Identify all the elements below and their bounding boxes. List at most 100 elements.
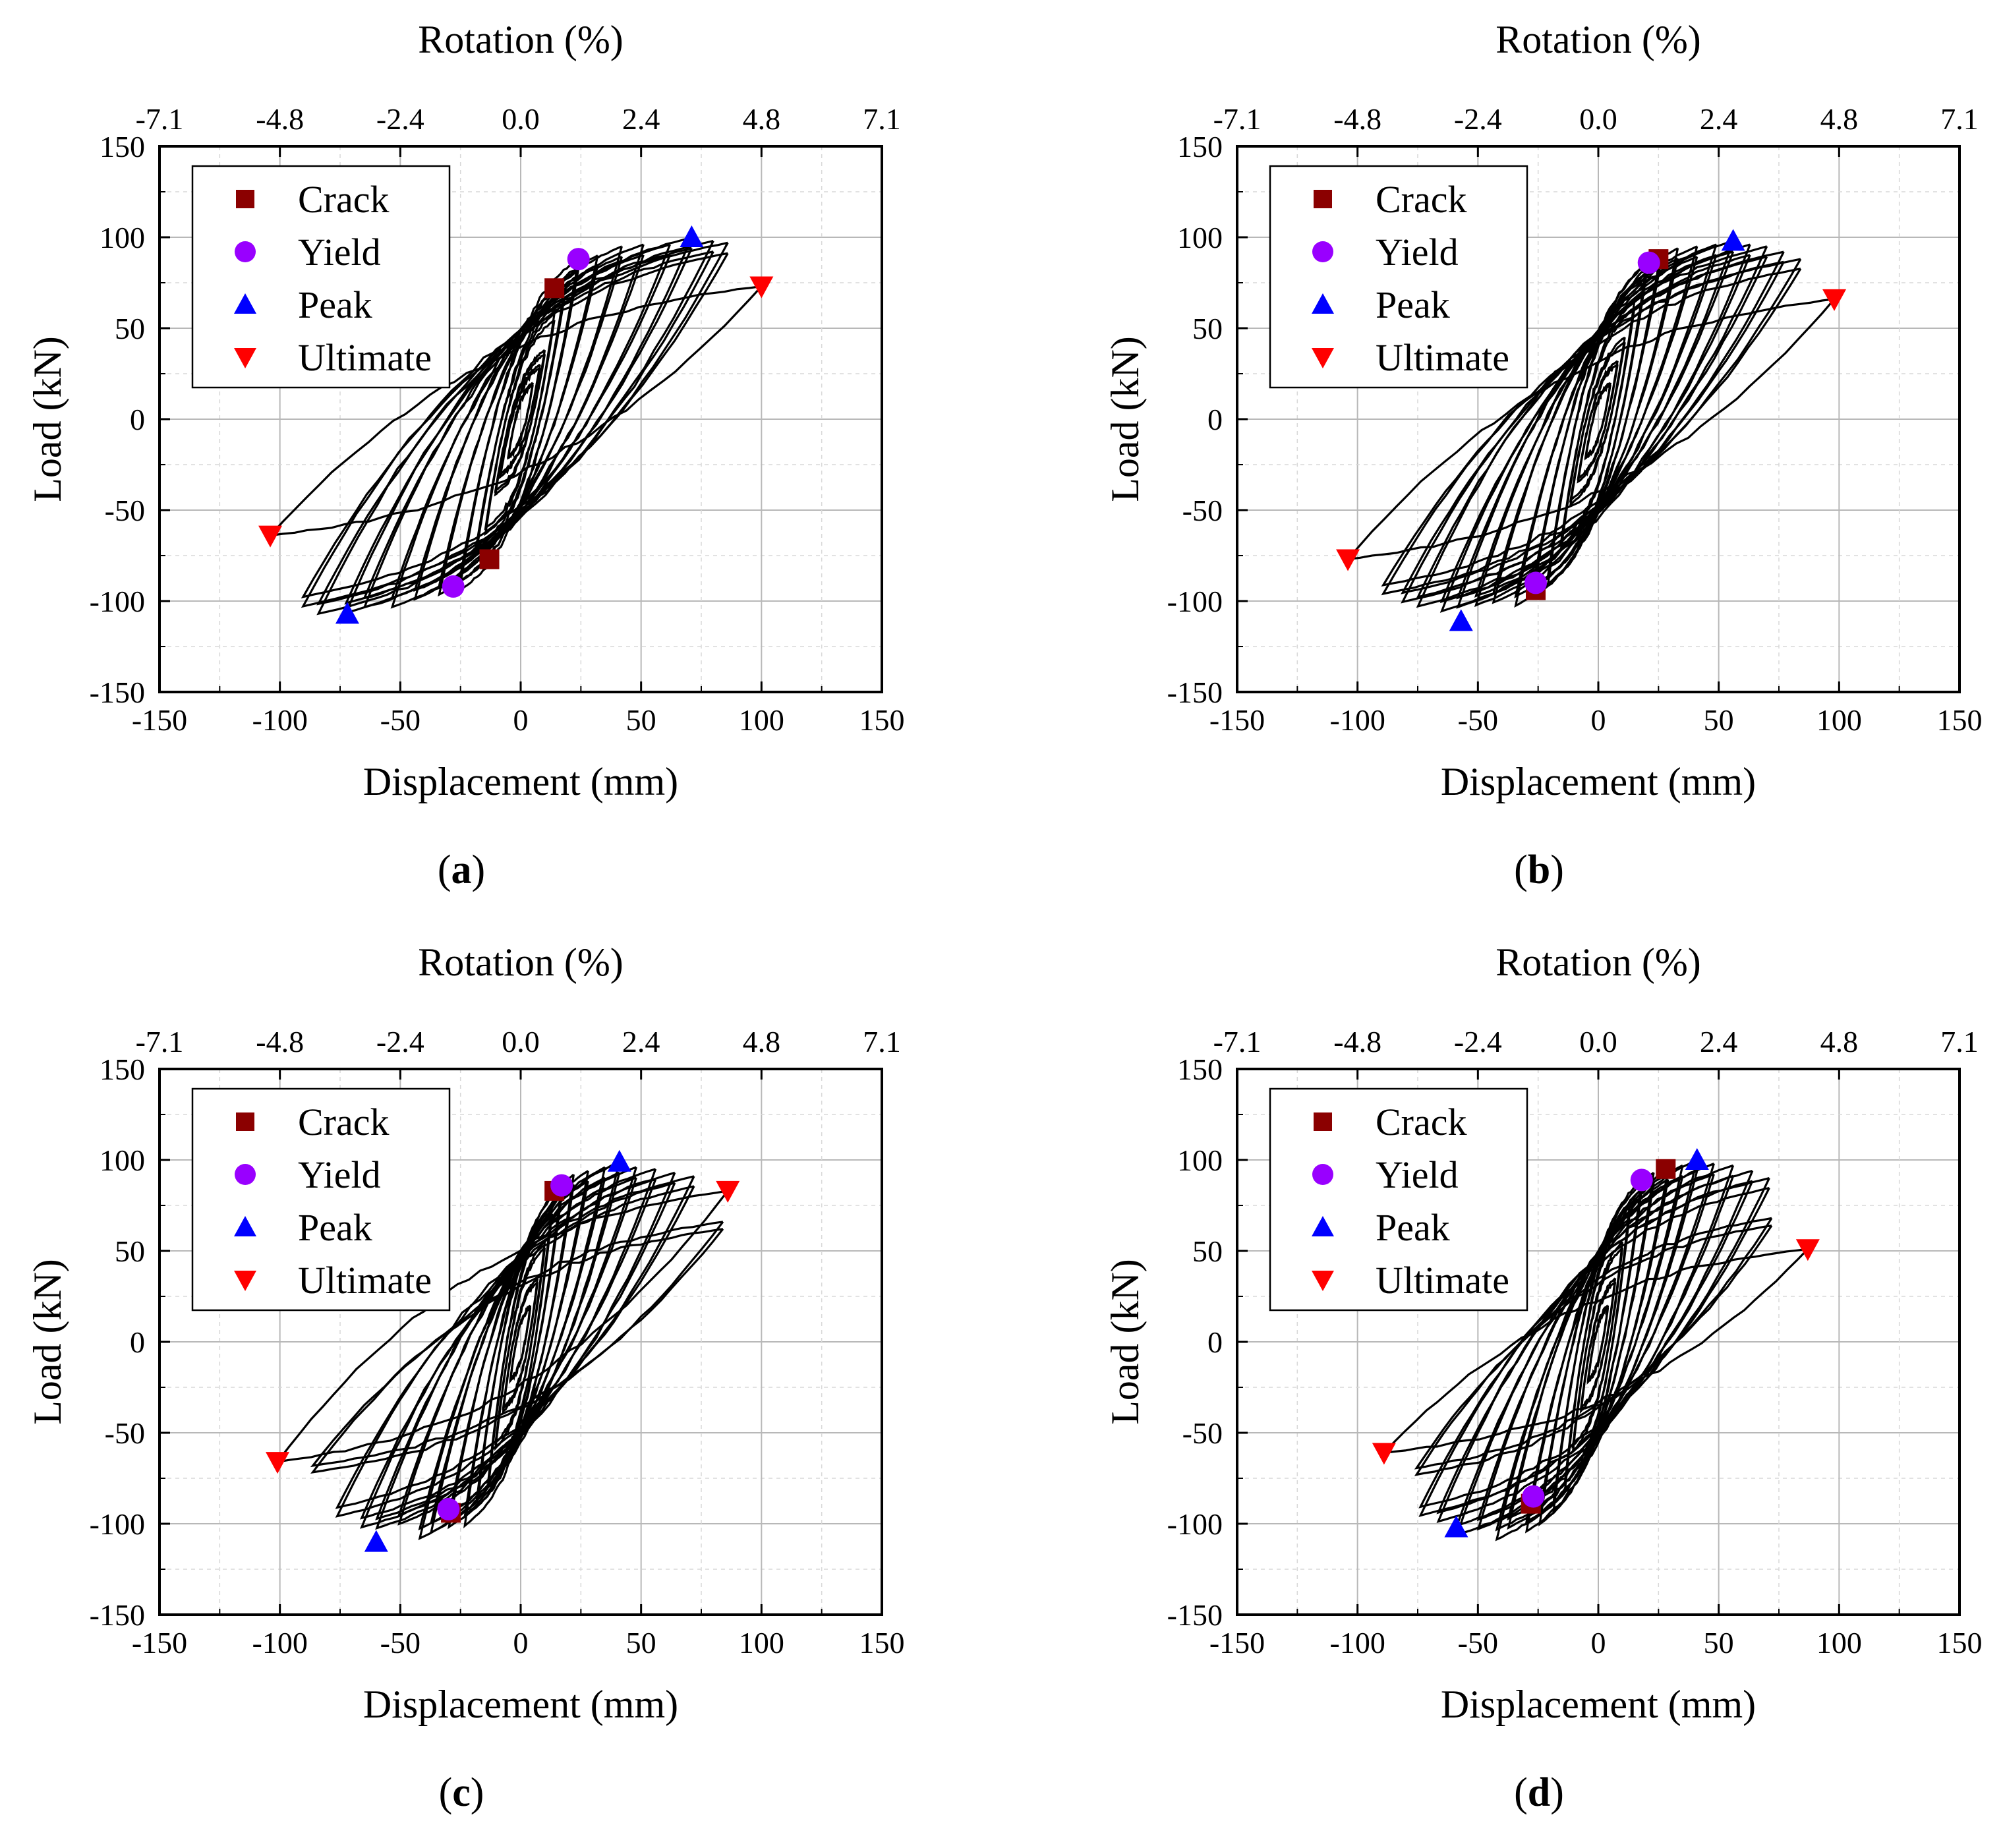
panel-label-close: ) [472,848,486,892]
x-tick-label: 100 [1816,703,1862,737]
chart-panel-a: -150 -100 -50 0 50 100 150-7.1 -4.8 -2.4 0.0 2.4 4.… [26,18,905,892]
x2-tick-label: 7.1 [1940,102,1979,136]
chart-panel-d: -150 -100 -50 0 50 100 150-7.1 -4.8 -2.4 0.0 2.4 4.… [1103,940,1983,1815]
y-tick-label: 50 [115,1234,145,1268]
hysteresis-loop [509,1306,532,1382]
y-tick-label: -100 [1167,585,1223,618]
y-axis-title: Load (kN) [1103,1259,1147,1425]
legend-crack-icon [1314,1112,1332,1131]
ultimate-marker [716,1180,740,1203]
legend-crack-icon [236,190,254,208]
x2-tick-label: -7.1 [1213,102,1262,136]
event-markers [1372,1148,1820,1538]
y-tick-label: 100 [100,1143,145,1177]
legend-label: Peak [1376,1206,1450,1249]
y-tick-label: -50 [1182,494,1223,527]
hysteresis-loop [1439,254,1751,604]
x-tick-label: 0 [513,703,529,737]
x-axis-title: Displacement (mm) [1441,760,1756,803]
x-tick-label: -100 [252,703,308,737]
panel-label-letter: b [1528,848,1550,892]
legend-yield-icon [1312,241,1333,262]
y-axis-title: Load (kN) [1103,336,1147,502]
legend-label: Ultimate [298,1259,432,1302]
peak-marker [1444,1515,1468,1538]
event-markers [258,225,774,624]
legend: Crack Yield Peak Ultimate [191,165,451,389]
chart-panel-c: -150 -100 -50 0 50 100 150-7.1 -4.8 -2.4 0.0 2.4 4.… [26,940,905,1815]
legend-box [191,1087,451,1312]
legend-label: Crack [1376,178,1467,221]
x2-tick-label: 0.0 [1579,1025,1617,1058]
legend-ultimate-icon [234,1271,256,1291]
y-tick-label: 50 [1192,1234,1223,1268]
panel-label-open: ( [1514,1770,1528,1815]
y-tick-label: -100 [90,585,145,618]
x-axis-title: Displacement (mm) [363,1683,678,1726]
x2-tick-label: 4.8 [1820,1025,1859,1058]
crack-marker [544,278,565,299]
hysteresis-loop [494,353,546,494]
x2-tick-label: 0.0 [1579,102,1617,136]
hysteresis-curve [275,1161,729,1540]
legend-label: Ultimate [1376,1259,1509,1302]
y-tick-label: 100 [1177,221,1223,254]
yield-marker [1524,571,1548,594]
y-tick-label: -100 [90,1507,145,1541]
peak-marker [1449,609,1473,631]
x2-axis-title: Rotation (%) [418,18,624,61]
x2-tick-label: -4.8 [1333,1025,1381,1058]
yield-marker [567,248,590,271]
x2-tick-label: -2.4 [376,102,424,136]
legend-crack-icon [236,1112,254,1131]
legend-yield-icon [235,1164,256,1185]
panel-label-open: ( [438,848,451,892]
hysteresis-loop [1381,268,1802,587]
legend-label: Crack [1376,1101,1467,1143]
event-markers [1336,229,1847,631]
x-tick-label: -150 [1209,703,1265,737]
legend-peak-icon [234,1216,256,1236]
x2-axis-title: Rotation (%) [1495,940,1701,984]
hysteresis-loop [1414,1225,1773,1470]
x-axis-title: Displacement (mm) [363,760,678,803]
x-tick-label: -150 [132,703,187,737]
panel-label-letter: c [452,1770,471,1815]
y-tick-label: 0 [1207,1325,1223,1359]
legend-box [191,165,451,389]
x2-tick-label: 0.0 [502,102,540,136]
legend-peak-icon [234,293,256,314]
x-tick-label: 50 [1704,1626,1734,1660]
x2-tick-label: 2.4 [1700,102,1738,136]
hysteresis-loop [375,1178,657,1520]
legend-box [1269,165,1528,389]
legend-label: Ultimate [1376,336,1509,379]
legend-label: Crack [298,178,390,221]
legend-yield-icon [1312,1164,1333,1185]
yield-marker [442,575,465,598]
x2-tick-label: -2.4 [1454,1025,1502,1058]
hysteresis-loop [1569,341,1626,504]
hysteresis-loop [1416,245,1768,608]
yield-marker [1630,1169,1653,1192]
y-tick-label: 150 [100,1053,145,1086]
x2-tick-label: 2.4 [622,102,660,136]
crack-marker [479,549,500,569]
x-tick-label: 0 [513,1626,529,1660]
hysteresis-loop [1418,1186,1770,1509]
panel-label: (c) [439,1770,484,1815]
legend-box [1269,1087,1528,1312]
peak-marker [335,602,359,624]
y-tick-label: -50 [1182,1416,1223,1450]
x2-tick-label: 7.1 [1940,1025,1979,1058]
legend-label: Peak [298,1206,372,1249]
hysteresis-loop [1577,363,1619,480]
event-markers [266,1149,740,1552]
y-axis-title: Load (kN) [26,336,69,502]
legend-ultimate-icon [1312,348,1334,368]
hysteresis-loop [310,1228,724,1468]
ultimate-marker [258,525,283,548]
hysteresis-loop [502,1281,539,1410]
x-tick-label: -100 [252,1626,308,1660]
legend: Crack Yield Peak Ultimate [191,1087,451,1312]
